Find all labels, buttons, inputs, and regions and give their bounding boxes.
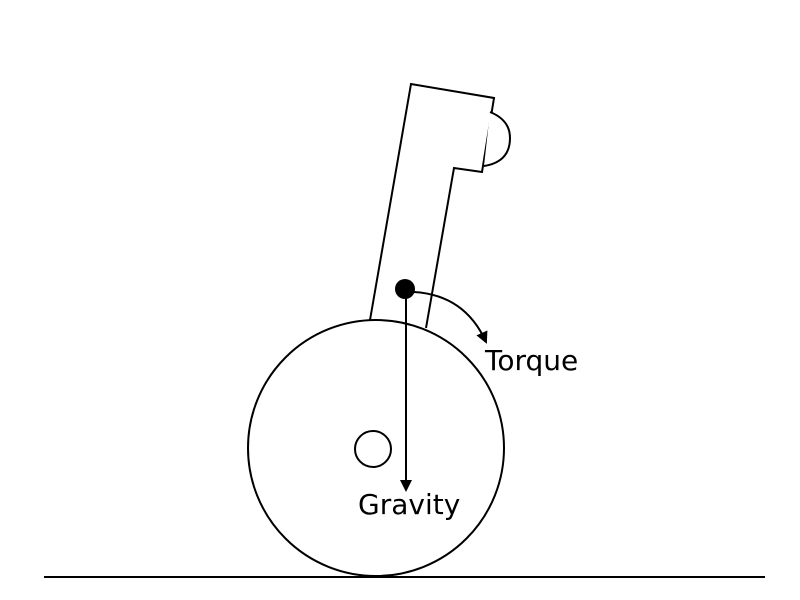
center-of-mass — [395, 279, 415, 299]
torque-arrow — [413, 291, 488, 344]
torque-label: Torque — [484, 344, 578, 377]
head-bump — [483, 111, 512, 167]
robot-body — [369, 82, 496, 329]
wheel-axle — [354, 430, 392, 468]
gravity-label: Gravity — [358, 488, 460, 521]
